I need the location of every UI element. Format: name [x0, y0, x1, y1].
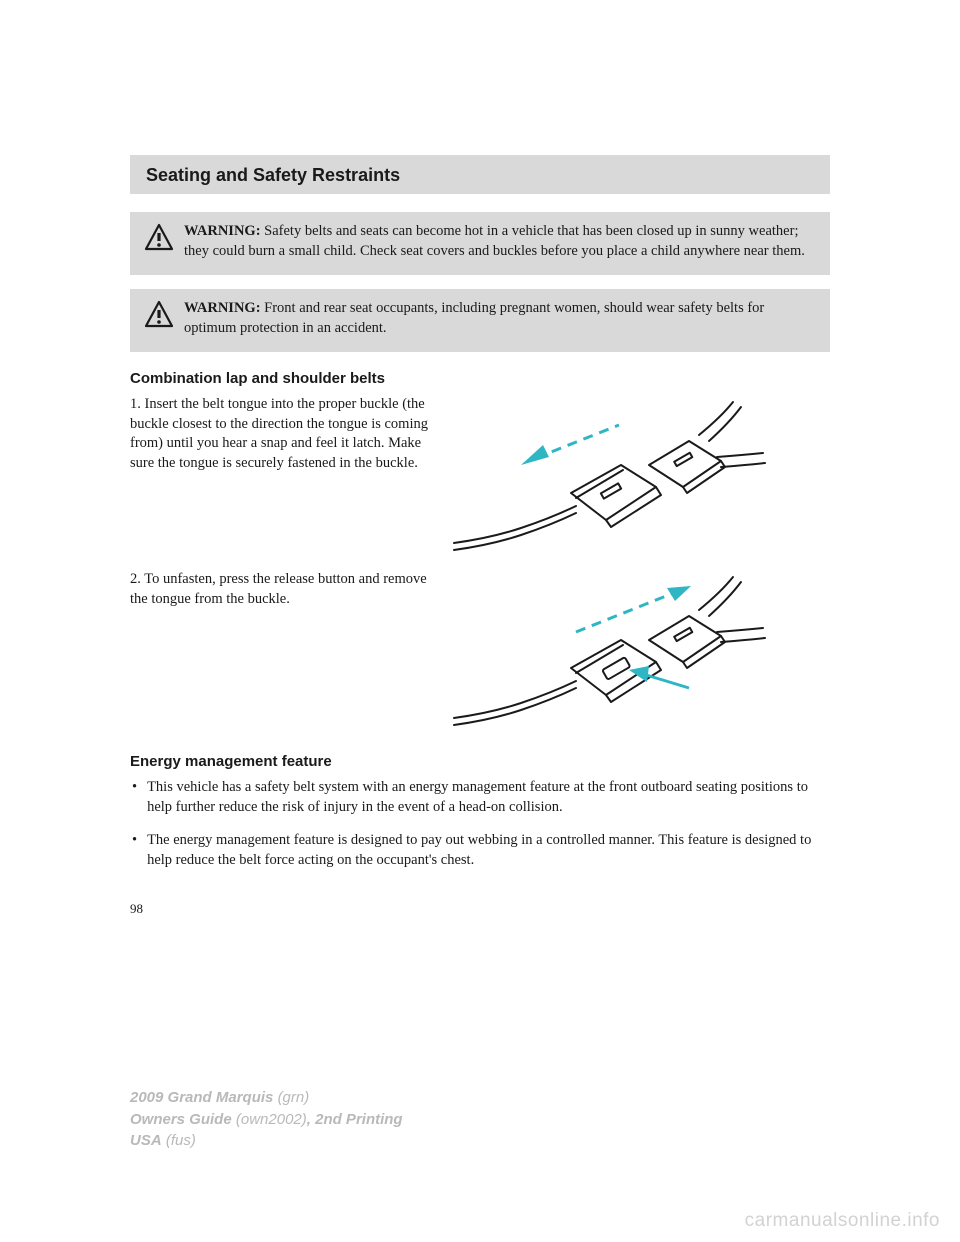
footer-code: (own2002): [236, 1111, 307, 1128]
step-text: 1. Insert the belt tongue into the prope…: [130, 395, 430, 560]
list-item: • The energy management feature is desig…: [130, 831, 830, 870]
subsection-heading-energy: Energy management feature: [130, 753, 830, 770]
section-title: Seating and Safety Restraints: [146, 165, 400, 185]
warning-label: WARNING:: [184, 223, 261, 239]
bullet-icon: •: [130, 831, 137, 870]
footer-code: (fus): [166, 1132, 196, 1149]
warning-icon: [144, 300, 174, 335]
step-row: 2. To unfasten, press the release button…: [130, 570, 830, 735]
bullet-icon: •: [130, 778, 137, 817]
page-content: Seating and Safety Restraints WARNING: S…: [130, 155, 830, 917]
step-text: 2. To unfasten, press the release button…: [130, 570, 430, 735]
footer-printing: , 2nd Printing: [307, 1111, 403, 1128]
watermark: carmanualsonline.info: [745, 1210, 940, 1232]
warning-text: WARNING: Front and rear seat occupants, …: [184, 299, 816, 338]
warning-body: Safety belts and seats can become hot in…: [184, 223, 805, 259]
warning-text: WARNING: Safety belts and seats can beco…: [184, 222, 816, 261]
footer-line: USA (fus): [130, 1130, 403, 1152]
footer-line: 2009 Grand Marquis (grn): [130, 1087, 403, 1109]
footer-code: (grn): [278, 1089, 310, 1106]
list-item: • This vehicle has a safety belt system …: [130, 778, 830, 817]
buckle-release-diagram: [446, 570, 776, 735]
bullet-list: • This vehicle has a safety belt system …: [130, 778, 830, 870]
warning-label: WARNING:: [184, 300, 261, 316]
page-number: 98: [130, 901, 830, 917]
step-row: 1. Insert the belt tongue into the prope…: [130, 395, 830, 560]
warning-body: Front and rear seat occupants, including…: [184, 300, 764, 336]
warning-icon: [144, 223, 174, 258]
document-footer: 2009 Grand Marquis (grn) Owners Guide (o…: [130, 1087, 403, 1152]
buckle-insert-diagram: [446, 395, 776, 560]
footer-model: 2009 Grand Marquis: [130, 1089, 273, 1106]
footer-line: Owners Guide (own2002), 2nd Printing: [130, 1109, 403, 1131]
subsection-heading-combo: Combination lap and shoulder belts: [130, 370, 830, 387]
footer-guide: Owners Guide: [130, 1111, 232, 1128]
warning-box: WARNING: Safety belts and seats can beco…: [130, 212, 830, 275]
list-item-text: The energy management feature is designe…: [147, 831, 830, 870]
list-item-text: This vehicle has a safety belt system wi…: [147, 778, 830, 817]
warning-box: WARNING: Front and rear seat occupants, …: [130, 289, 830, 352]
footer-region: USA: [130, 1132, 162, 1149]
section-header: Seating and Safety Restraints: [130, 155, 830, 194]
